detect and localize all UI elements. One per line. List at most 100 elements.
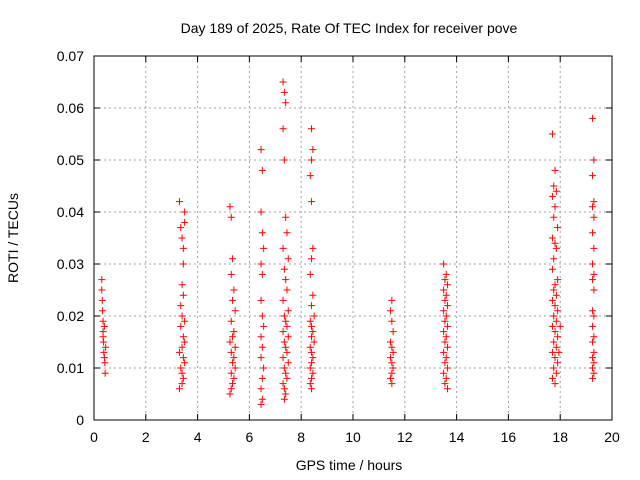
data-point xyxy=(181,208,189,216)
data-point xyxy=(444,364,452,372)
data-point xyxy=(590,198,598,206)
y-tick-label: 0 xyxy=(76,412,84,428)
data-point xyxy=(548,374,556,382)
data-point xyxy=(226,338,234,346)
data-point xyxy=(306,172,314,180)
grid-lines xyxy=(94,56,612,420)
data-point xyxy=(280,364,288,372)
data-point xyxy=(279,78,287,86)
data-point xyxy=(589,172,597,180)
data-point xyxy=(308,156,316,164)
data-point xyxy=(177,224,185,232)
data-point xyxy=(226,390,234,398)
data-point xyxy=(441,296,449,304)
x-tick-label: 10 xyxy=(345,429,361,445)
data-point xyxy=(177,364,185,372)
data-point xyxy=(227,270,235,278)
data-point xyxy=(309,328,317,336)
data-point xyxy=(387,354,395,362)
y-tick-label: 0.07 xyxy=(57,48,84,64)
data-point xyxy=(179,244,187,252)
data-point xyxy=(279,296,287,304)
data-point xyxy=(308,255,316,263)
y-tick-label: 0.04 xyxy=(57,204,84,220)
data-point xyxy=(178,281,186,289)
data-point xyxy=(260,322,268,330)
data-point xyxy=(306,317,314,325)
data-point xyxy=(554,224,562,232)
data-point xyxy=(306,364,314,372)
data-point xyxy=(282,99,290,107)
data-point xyxy=(101,369,109,377)
data-point xyxy=(181,338,189,346)
x-tick-label: 0 xyxy=(90,429,98,445)
data-point xyxy=(283,348,291,356)
data-point xyxy=(590,286,598,294)
data-point xyxy=(309,244,317,252)
data-point xyxy=(308,348,316,356)
data-point xyxy=(590,244,598,252)
data-point xyxy=(550,213,558,221)
data-point xyxy=(282,317,290,325)
data-point xyxy=(257,260,265,268)
data-point xyxy=(550,182,558,190)
data-point xyxy=(550,255,558,263)
data-point xyxy=(258,166,266,174)
data-point xyxy=(178,234,186,242)
data-point xyxy=(280,385,288,393)
data-point xyxy=(440,328,448,336)
data-point xyxy=(551,166,559,174)
data-point xyxy=(175,348,183,356)
data-point xyxy=(551,281,559,289)
data-point xyxy=(550,286,558,294)
data-point xyxy=(590,213,598,221)
data-point xyxy=(260,244,268,252)
data-point xyxy=(440,307,448,315)
data-point xyxy=(257,333,265,341)
data-point xyxy=(387,374,395,382)
data-point xyxy=(590,270,598,278)
data-point xyxy=(279,328,287,336)
data-points xyxy=(98,78,598,408)
data-point xyxy=(258,395,266,403)
data-point xyxy=(258,229,266,237)
data-point xyxy=(388,317,396,325)
data-point xyxy=(309,354,317,362)
data-point xyxy=(230,328,238,336)
x-tick-label: 20 xyxy=(604,429,620,445)
data-point xyxy=(178,343,186,351)
data-point xyxy=(257,385,265,393)
data-point xyxy=(551,328,559,336)
data-point xyxy=(282,276,290,284)
data-point xyxy=(388,369,396,377)
data-point xyxy=(309,146,317,154)
data-point xyxy=(99,307,107,315)
data-point xyxy=(177,302,185,310)
data-point xyxy=(388,343,396,351)
data-point xyxy=(310,312,318,320)
data-point xyxy=(280,88,288,96)
data-point xyxy=(279,244,287,252)
data-point xyxy=(257,296,265,304)
data-point xyxy=(548,265,556,273)
data-point xyxy=(229,333,237,341)
data-point xyxy=(441,276,449,284)
data-point xyxy=(227,348,235,356)
x-tick-label: 8 xyxy=(297,429,305,445)
data-point xyxy=(227,317,235,325)
data-point xyxy=(178,380,186,388)
data-point xyxy=(442,374,450,382)
data-point xyxy=(179,291,187,299)
data-point xyxy=(177,322,185,330)
data-point xyxy=(282,343,290,351)
data-point xyxy=(589,338,597,346)
data-point xyxy=(100,348,108,356)
y-tick-label: 0.01 xyxy=(57,360,84,376)
data-point xyxy=(229,380,237,388)
data-point xyxy=(590,156,598,164)
data-point xyxy=(442,291,450,299)
x-tick-label: 12 xyxy=(397,429,413,445)
y-tick-label: 0.05 xyxy=(57,152,84,168)
data-point xyxy=(444,281,452,289)
data-point xyxy=(227,213,235,221)
